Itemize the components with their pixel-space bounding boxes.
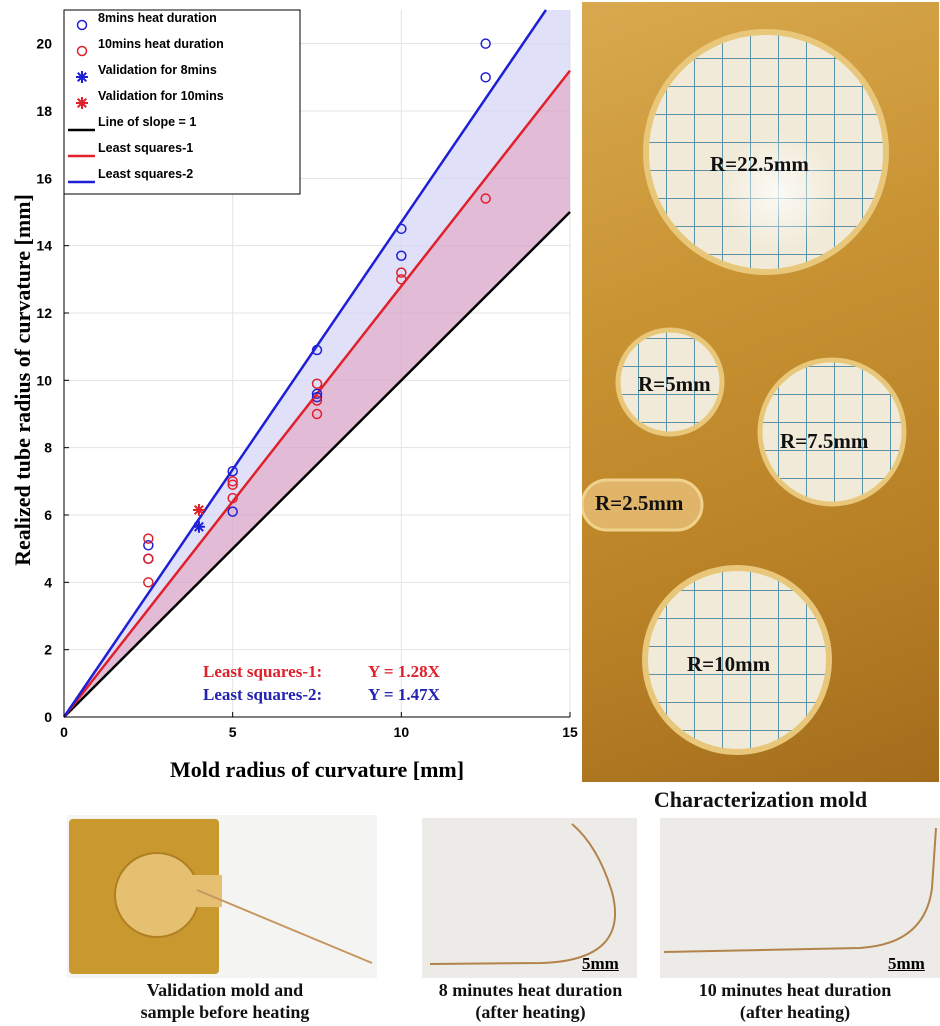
- mold-label-5: R=5mm: [638, 372, 711, 396]
- legend-label: Validation for 8mins: [98, 63, 217, 77]
- x-axis-label: Mold radius of curvature [mm]: [170, 757, 464, 782]
- y-tick-label: 16: [36, 170, 52, 186]
- data-point: [396, 274, 407, 285]
- line-layer: [62, 9, 571, 718]
- characterization-mold-caption: Characterization mold: [653, 787, 868, 812]
- validation-mold-photo: [67, 815, 377, 978]
- data-point: [396, 250, 407, 262]
- data-point: [396, 223, 407, 235]
- y-tick-label: 0: [44, 709, 52, 725]
- validation-point: [193, 505, 204, 515]
- data-point: [143, 540, 154, 551]
- y-tick-label: 6: [44, 507, 52, 523]
- legend-label: Least squares-1: [98, 141, 193, 155]
- ls2-label: Least squares-2:: [203, 685, 322, 704]
- y-tick-label: 14: [36, 238, 52, 254]
- validation-caption-line2: sample before heating: [140, 1001, 310, 1022]
- data-point: [227, 465, 238, 477]
- data-point: [311, 395, 323, 406]
- mold-label-7-5: R=7.5mm: [780, 429, 869, 453]
- ten-caption: 10 minutes heat duration (after heating): [655, 980, 935, 1023]
- y-tick-label: 18: [36, 103, 52, 119]
- data-point: [227, 506, 238, 517]
- data-point: [311, 378, 323, 389]
- legend-box: [63, 9, 301, 195]
- data-point: [480, 38, 491, 49]
- eight-caption-line1: 8 minutes heat duration: [438, 980, 623, 1000]
- mold-label-2-5: R=2.5mm: [595, 491, 684, 515]
- data-point: [480, 193, 491, 204]
- data-point: [143, 553, 154, 565]
- validation-caption-line1: Validation mold and: [146, 980, 304, 1000]
- mold-label-22-5: R=22.5mm: [710, 152, 809, 176]
- shaded-region: [64, 10, 570, 717]
- ten-caption-line2: (after heating): [739, 1001, 851, 1022]
- mold-hole-large: [643, 29, 889, 275]
- eight-caption: 8 minutes heat duration (after heating): [408, 980, 653, 1023]
- ls1-label: Least squares-1:: [203, 662, 322, 681]
- mold-hole-10mm: [642, 565, 832, 755]
- ten-minute-photo: 5mm: [660, 818, 940, 978]
- y-tick-label: 12: [36, 305, 52, 321]
- x-tick-label: 5: [229, 724, 237, 740]
- mold-slot-2-5mm: [582, 478, 704, 532]
- y-tick-label: 20: [36, 36, 52, 52]
- point-layer: [143, 38, 491, 588]
- legend-swatch: [77, 72, 87, 82]
- mold-hole-7-5mm: [757, 357, 907, 507]
- data-point: [143, 577, 154, 588]
- eight-minute-photo: 5mm: [422, 818, 637, 978]
- validation-caption: Validation mold and sample before heatin…: [60, 980, 390, 1023]
- ten-caption-line1: 10 minutes heat duration: [698, 980, 892, 1000]
- equation-annotations: Least squares-1: Y = 1.28X Least squares…: [203, 662, 441, 704]
- data-point: [311, 388, 323, 400]
- legend-label: 10mins heat duration: [98, 37, 224, 51]
- legend-label: 8mins heat duration: [98, 11, 217, 25]
- data-point: [311, 344, 323, 356]
- y-tick-label: 10: [36, 372, 52, 388]
- eight-scale-bar: 5mm: [582, 954, 619, 973]
- legend-swatch: [76, 45, 88, 57]
- results-chart: 0 5 10 15 0 2 4 6 8 10 12 14 16 18 20 Realized tube ra…: [10, 9, 578, 782]
- data-point: [227, 492, 238, 504]
- legend-label: Line of slope = 1: [98, 115, 196, 129]
- legend-label: Least squares-2: [98, 167, 193, 181]
- y-axis-label: Realized tube radius of curvature [mm]: [10, 194, 35, 566]
- data-point: [227, 479, 238, 490]
- y-tick-label: 4: [44, 574, 52, 590]
- data-point: [480, 72, 491, 83]
- legend-swatch: [76, 19, 88, 31]
- ls1-equation: Y = 1.28X: [368, 662, 441, 681]
- legend-swatch: [77, 98, 87, 108]
- legend-label: Validation for 10mins: [98, 89, 224, 103]
- fit-line: [63, 69, 571, 718]
- mold-label-10: R=10mm: [687, 652, 771, 676]
- data-point: [311, 408, 323, 420]
- fit-line: [63, 211, 571, 718]
- x-tick-label: 15: [562, 724, 578, 740]
- y-tick-label: 2: [44, 642, 52, 658]
- x-tick-label: 0: [60, 724, 68, 740]
- data-point: [396, 267, 407, 278]
- data-point: [143, 533, 154, 544]
- axis-layer: 0 5 10 15 0 2 4 6 8 10 12 14 16 18 20: [36, 10, 578, 740]
- validation-point: [193, 521, 204, 532]
- y-tick-label: 8: [44, 440, 52, 456]
- characterization-mold-photo: R=22.5mm R=5mm R=7.5mm R=2.5mm R=10mm: [582, 2, 939, 782]
- ten-scale-bar: 5mm: [888, 954, 925, 973]
- mold-hole-5mm: [615, 327, 725, 437]
- legend: 8mins heat duration 10mins heat duration V…: [63, 9, 301, 195]
- ls2-equation: Y = 1.47X: [368, 685, 441, 704]
- eight-caption-line2: (after heating): [475, 1001, 586, 1022]
- data-point: [227, 476, 238, 487]
- fit-line: [62, 9, 547, 718]
- x-tick-label: 10: [394, 724, 410, 740]
- data-point: [311, 391, 323, 403]
